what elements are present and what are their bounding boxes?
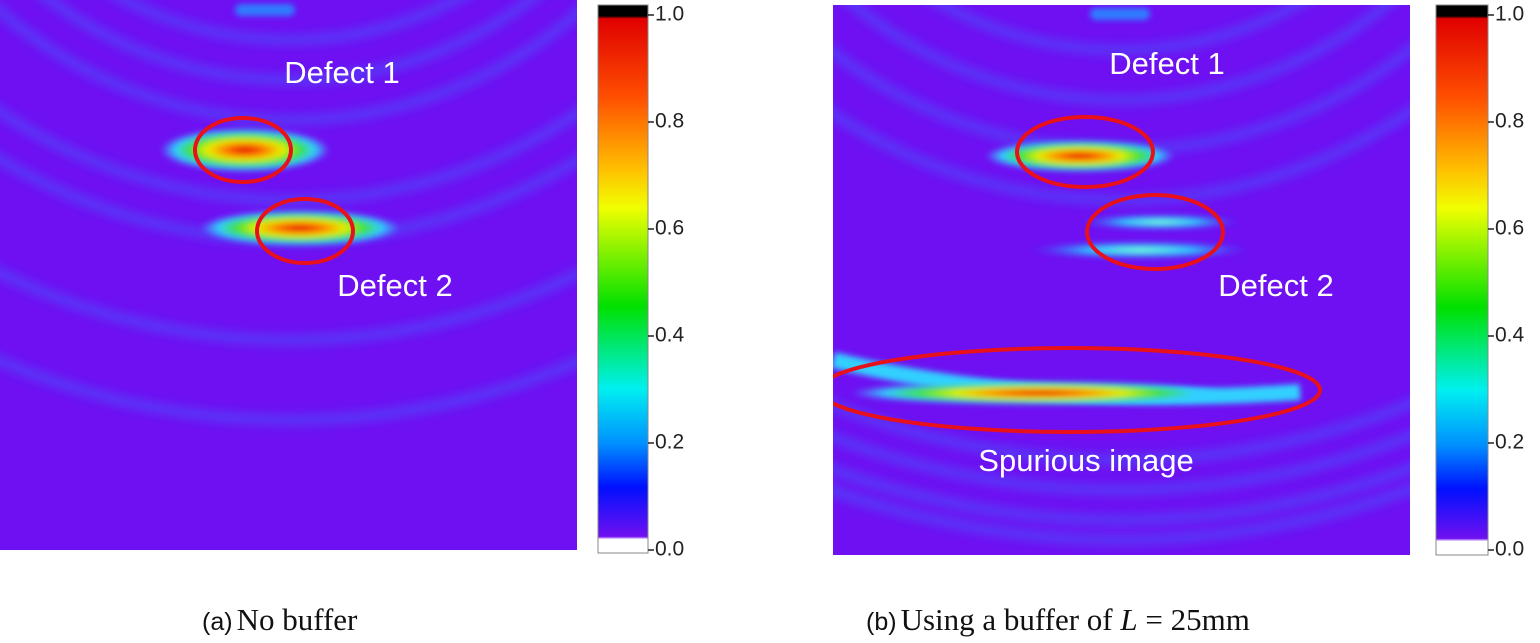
tick-label: 1.0 bbox=[655, 3, 684, 26]
tick-label: 0.8 bbox=[655, 110, 684, 133]
tick-label: 0.6 bbox=[1495, 217, 1524, 240]
heatmap-a: Defect 1 Defect 2 bbox=[0, 0, 577, 550]
colorbar bbox=[1435, 4, 1489, 556]
caption: (a) No buffer bbox=[202, 602, 358, 637]
annotation: Defect 1 bbox=[1109, 46, 1224, 81]
tick-label: 1.0 bbox=[1495, 3, 1524, 26]
tick-label: 0.0 bbox=[1495, 538, 1524, 561]
annotation: Spurious image bbox=[978, 443, 1193, 478]
heatmap-b: Defect 1 Defect 2 Spurious image bbox=[833, 5, 1410, 555]
tick-label: 0.0 bbox=[655, 538, 684, 561]
colorbar-ticks-a: 1.0 0.8 0.6 0.4 0.2 0.0 bbox=[648, 3, 685, 561]
caption: (b) Using a buffer of L = 25mm bbox=[866, 602, 1250, 637]
colorbar-ticks-b: 1.0 0.8 0.6 0.4 0.2 0.0 bbox=[1488, 3, 1525, 561]
tick-label: 0.2 bbox=[1495, 431, 1524, 454]
annotation: Defect 2 bbox=[1218, 268, 1333, 303]
tick-label: 0.4 bbox=[1495, 324, 1525, 347]
colorbar bbox=[597, 4, 649, 554]
annotation: Defect 2 bbox=[337, 268, 452, 303]
tick-label: 0.6 bbox=[655, 217, 684, 240]
tick-label: 0.8 bbox=[1495, 110, 1524, 133]
tick-label: 0.4 bbox=[655, 324, 685, 347]
annotation: Defect 1 bbox=[284, 55, 399, 90]
tick-label: 0.2 bbox=[655, 431, 684, 454]
